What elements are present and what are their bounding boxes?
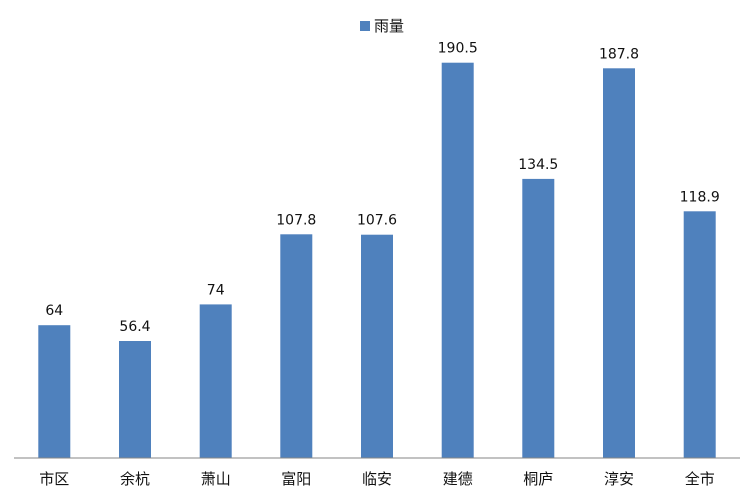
value-label-8: 118.9 (680, 189, 720, 205)
value-labels-group: 64 56.4 74 107.8 107.6 190.5 134.5 187.8 118.9 (45, 41, 719, 335)
value-label-2: 74 (207, 282, 225, 298)
value-label-5: 190.5 (438, 41, 478, 57)
category-label-8: 全市 (685, 470, 715, 488)
category-label-4: 临安 (362, 470, 392, 488)
bar-8 (683, 211, 716, 458)
category-labels-group: 市区 余杭 萧山 富阳 临安 建德 桐庐 淳安 全市 (39, 470, 714, 488)
bar-5 (441, 62, 474, 458)
value-label-3: 107.8 (276, 212, 316, 228)
legend-label: 雨量 (374, 17, 404, 35)
legend-swatch (360, 21, 370, 31)
value-label-1: 56.4 (119, 319, 150, 335)
value-label-7: 187.8 (599, 46, 639, 62)
category-label-0: 市区 (39, 470, 69, 488)
category-label-3: 富阳 (281, 470, 311, 488)
category-label-7: 淳安 (604, 470, 634, 488)
value-label-6: 134.5 (518, 157, 558, 173)
value-label-0: 64 (45, 303, 63, 319)
category-label-1: 余杭 (120, 470, 150, 488)
bar-7 (603, 68, 635, 459)
category-label-6: 桐庐 (523, 470, 553, 488)
bar-6 (522, 178, 555, 458)
category-label-2: 萧山 (201, 470, 231, 488)
bar-4 (361, 234, 393, 458)
bar-0 (38, 325, 71, 458)
bar-3 (280, 234, 313, 458)
value-label-4: 107.6 (357, 213, 397, 229)
bars-group (38, 62, 716, 459)
bar-1 (119, 341, 151, 458)
category-label-5: 建德 (443, 470, 473, 488)
legend: 雨量 (360, 17, 404, 35)
bar-2 (199, 304, 232, 458)
